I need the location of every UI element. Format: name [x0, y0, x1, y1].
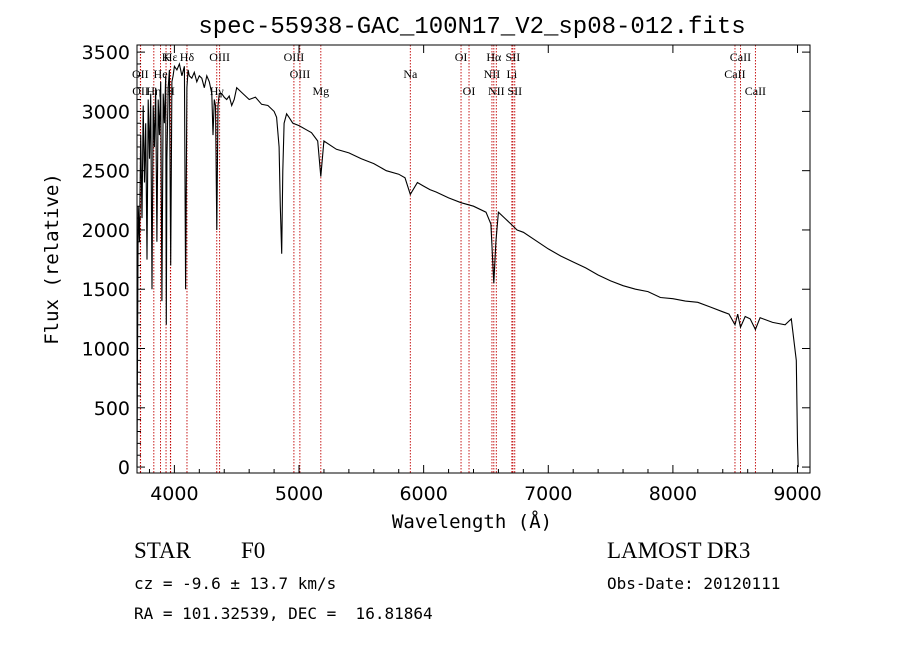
- y-tick-label-2: 1000: [82, 339, 130, 361]
- x-axis-ticks: 4000 5000 6000 7000 8000 9000: [148, 45, 822, 505]
- survey-name: LAMOST DR3: [607, 538, 751, 563]
- y-tick-label-5: 2500: [82, 161, 130, 183]
- y-tick-label-7: 3500: [82, 42, 130, 64]
- emission-line-label-14: Li: [507, 67, 518, 81]
- emission-line-label-11: OIII: [290, 67, 311, 81]
- emission-line-label-9: OII: [132, 67, 149, 81]
- redshift-velocity: cz = -9.6 ± 13.7 km/s: [134, 574, 337, 593]
- plot-frame: [136, 44, 811, 474]
- emission-line-label-16: OII: [132, 84, 149, 98]
- y-tick-label-3: 1500: [82, 279, 130, 301]
- observation-date: Obs-Date: 20120111: [607, 574, 781, 593]
- emission-line-label-12: Na: [403, 67, 418, 81]
- y-tick-label-4: 2000: [82, 220, 130, 242]
- emission-line-label-20: Mg: [312, 84, 329, 98]
- coordinates: RA = 101.32539, DEC = 16.81864: [134, 604, 433, 623]
- x-tick-label-1: 5000: [275, 483, 323, 505]
- y-tick-label-0: 0: [118, 457, 130, 479]
- spectral-subclass: F0: [241, 538, 266, 563]
- object-type: STAR: [134, 538, 191, 563]
- y-axis-label: Flux (relative): [41, 173, 63, 345]
- emission-line-label-21: OI: [463, 84, 476, 98]
- y-tick-label-1: 500: [94, 398, 130, 420]
- emission-line-markers: [139, 45, 756, 473]
- emission-line-label-23: SII: [507, 84, 522, 98]
- emission-line-label-0: Hε: [164, 50, 178, 64]
- x-tick-label-5: 9000: [773, 483, 821, 505]
- emission-line-label-2: Hδ: [180, 50, 195, 64]
- x-tick-label-0: 4000: [150, 483, 198, 505]
- emission-line-label-10: He: [154, 67, 168, 81]
- y-axis-ticks: 0 500 1000 1500 2000 2500 3000 3500: [82, 42, 810, 479]
- spectrum-series: [136, 62, 799, 468]
- x-axis-label: Wavelength (Å): [392, 510, 552, 533]
- emission-line-label-13: NII: [484, 67, 501, 81]
- emission-line-label-6: Hα: [486, 50, 502, 64]
- emission-line-label-22: NII: [488, 84, 505, 98]
- emission-line-label-7: SII: [506, 50, 521, 64]
- emission-line-label-8: CaII: [730, 50, 751, 64]
- emission-line-label-24: CaII: [745, 84, 766, 98]
- chart-title: spec-55938-GAC_100N17_V2_sp08-012.fits: [198, 14, 745, 41]
- emission-line-label-1: K: [162, 50, 171, 64]
- x-tick-label-4: 8000: [649, 483, 697, 505]
- emission-line-label-5: OI: [455, 50, 468, 64]
- x-tick-label-2: 6000: [399, 483, 447, 505]
- emission-line-label-4: OIII: [284, 50, 305, 64]
- emission-line-label-18: H: [166, 84, 175, 98]
- emission-line-label-3: OIII: [209, 50, 230, 64]
- emission-line-label-17: Hη: [146, 84, 161, 98]
- emission-line-label-19: Hγ: [210, 84, 225, 98]
- emission-line-label-15: CaII: [724, 67, 745, 81]
- y-tick-label-6: 3000: [82, 101, 130, 123]
- x-tick-label-3: 7000: [524, 483, 572, 505]
